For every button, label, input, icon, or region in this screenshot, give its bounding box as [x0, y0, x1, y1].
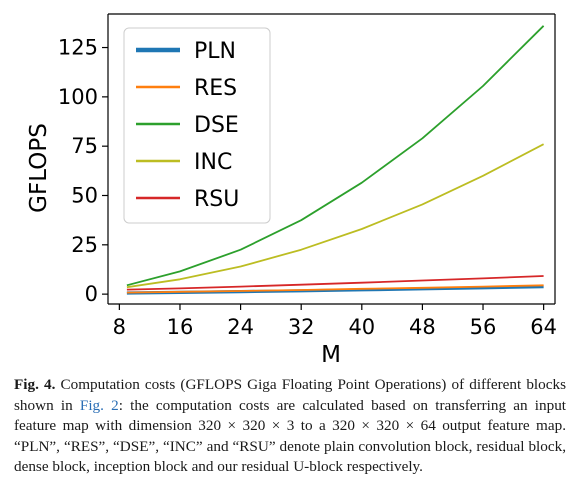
series-line-inc	[126, 143, 545, 289]
series-line-dse	[126, 25, 545, 287]
legend-label-inc: INC	[194, 150, 232, 175]
y-tick-label: 125	[58, 36, 98, 60]
caption-text-end: : the computation costs are calculated b…	[14, 396, 567, 476]
legend-box	[123, 27, 271, 224]
x-tick-label: 8	[113, 315, 126, 339]
y-axis-label: GFLOPS	[26, 123, 52, 213]
axes-layer: 0 25 50 75 100 125 8 16 24 32 40 48 56 64	[58, 13, 557, 339]
series-layer	[126, 25, 545, 295]
x-tick-label: 16	[167, 315, 194, 339]
y-tick-label: 75	[71, 134, 98, 158]
series-line-res	[126, 284, 544, 294]
figure-caption: Fig. 4. Computation costs (GFLOPS Giga F…	[14, 375, 566, 478]
caption-text-start: Computation costs (GFLOPS Giga Floating …	[14, 376, 566, 414]
y-tick-label: 100	[58, 85, 98, 109]
legend-label-rsu: RSU	[194, 187, 239, 212]
legend-label-pln: PLN	[194, 39, 236, 64]
caption-figure-link[interactable]: Fig. 2	[79, 396, 119, 414]
legend-label-res: RES	[194, 76, 237, 101]
x-tick-label: 64	[530, 315, 557, 339]
x-tick-label: 40	[348, 315, 375, 339]
x-tick-label: 56	[470, 315, 497, 339]
caption-label: Fig. 4.	[14, 376, 56, 393]
legend-label-dse: DSE	[194, 113, 239, 138]
x-tick-label: 32	[288, 315, 315, 339]
x-tick-label: 48	[409, 315, 436, 339]
x-axis-label: M	[321, 342, 341, 368]
y-tick-label: 50	[71, 183, 98, 207]
y-tick-label: 25	[71, 233, 98, 257]
gflops-chart: 0 25 50 75 100 125 8 16 24 32 40 48 56 64 PLN RES DSE IN…	[26, 13, 557, 368]
x-tick-label: 24	[227, 315, 254, 339]
y-tick-label: 0	[85, 282, 98, 306]
series-line-rsu	[126, 275, 544, 291]
legend: PLN RES DSE INC RSU	[123, 27, 271, 224]
